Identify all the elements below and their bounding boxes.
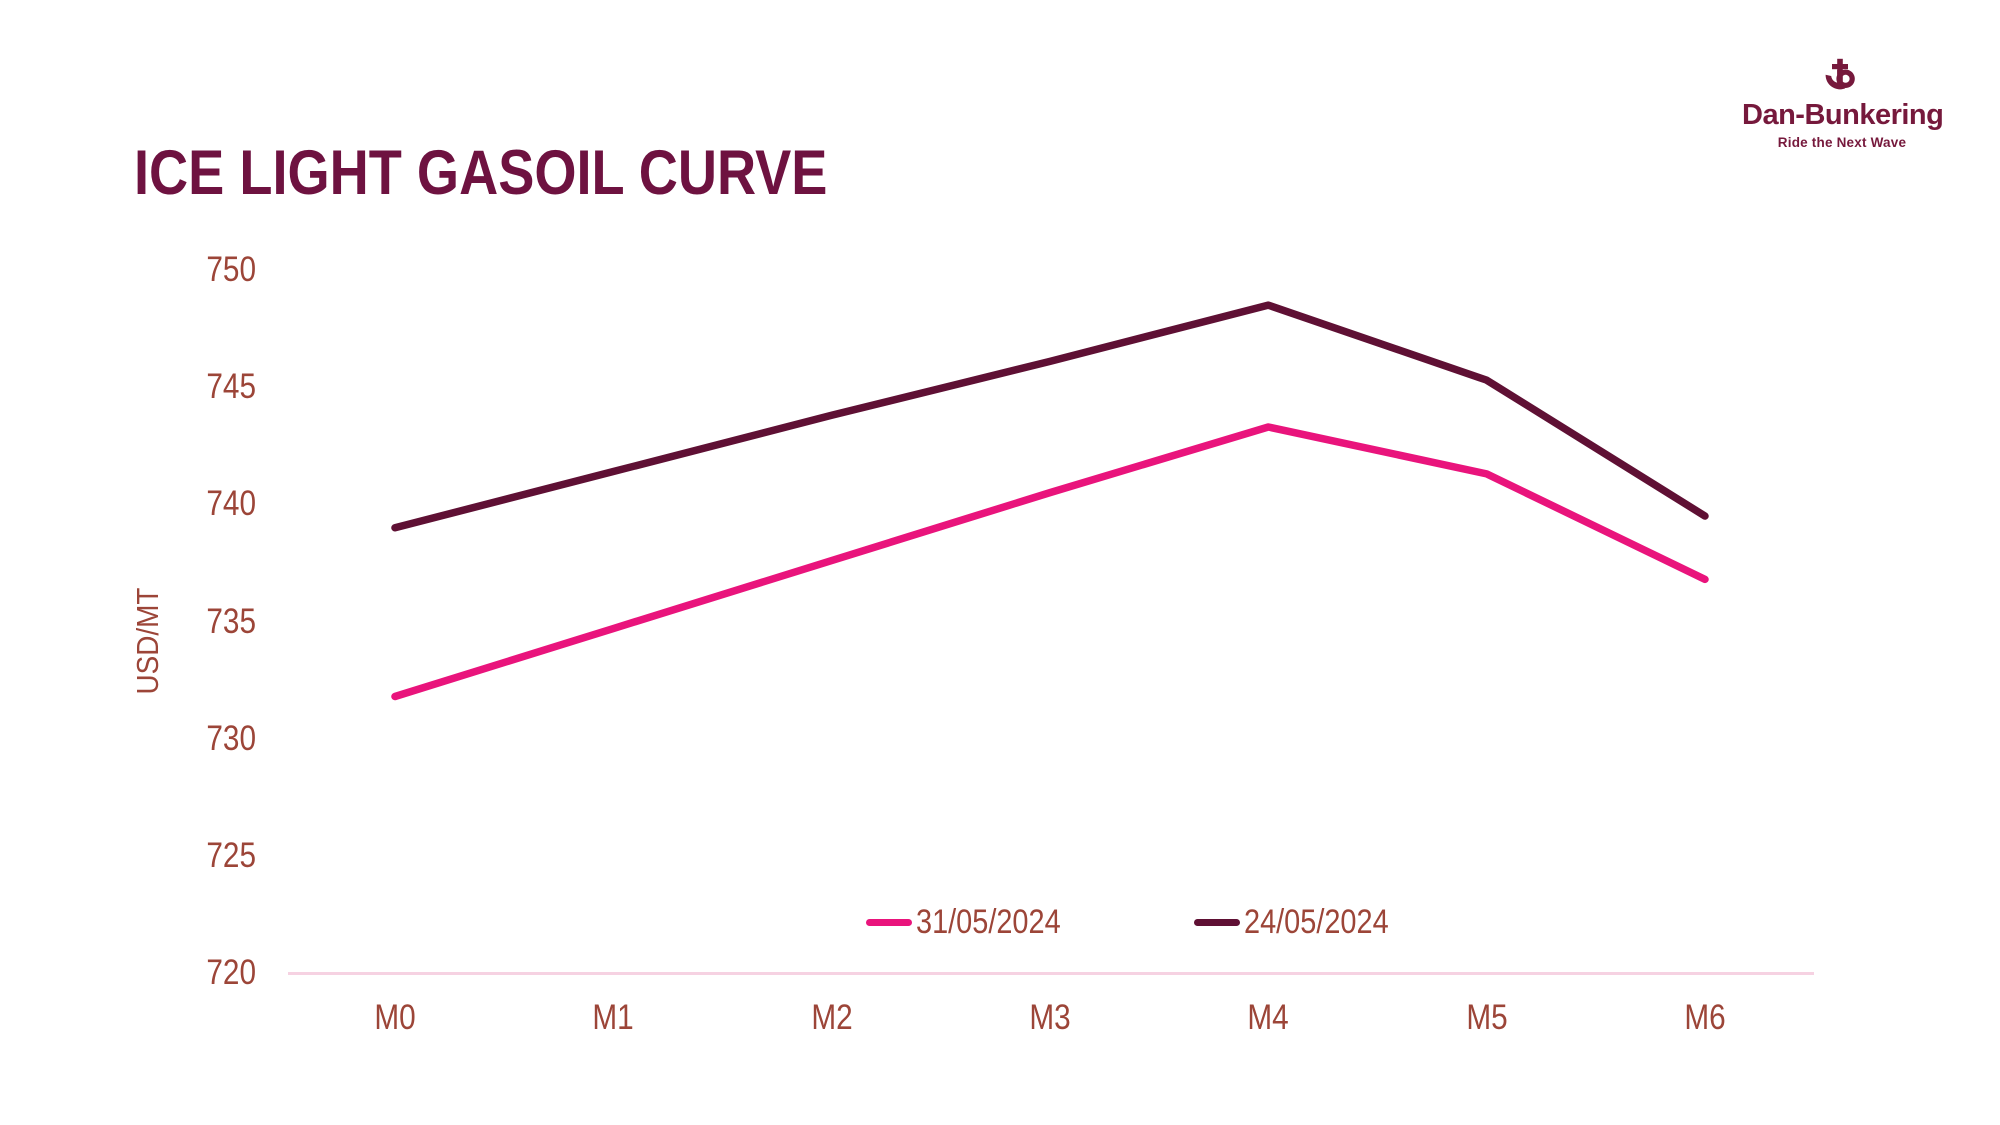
legend-swatch-pink [866, 918, 912, 926]
series-line-1 [391, 301, 1709, 532]
x-tick-label: M1 [592, 998, 634, 1037]
anchor-b-icon [1825, 58, 1855, 90]
y-tick-label: 735 [206, 601, 256, 641]
x-tick-label: M3 [1029, 998, 1071, 1037]
legend-label-0: 31/05/2024 [916, 903, 1061, 941]
x-tick-label: M0 [374, 998, 416, 1037]
brand-name: Dan-Bunkering [1742, 99, 1944, 131]
x-axis-line [288, 972, 1814, 975]
y-tick-label: 745 [206, 367, 256, 407]
x-tick-label: M2 [810, 998, 853, 1037]
legend-item-1: 24/05/2024 [1194, 900, 1414, 944]
y-tick-label: 725 [206, 835, 256, 875]
y-tick-label: 740 [206, 484, 256, 524]
y-tick-label: 730 [206, 718, 256, 758]
x-tick-label: M4 [1247, 998, 1289, 1037]
x-tick-label: M5 [1465, 998, 1508, 1037]
y-axis-title: USD/MT [130, 587, 165, 695]
legend-item-0: 31/05/2024 [866, 900, 1086, 944]
page-title: ICE LIGHT GASOIL CURVE [134, 138, 828, 208]
brand-tagline: Ride the Next Wave [1777, 134, 1907, 150]
x-tick-label: M6 [1684, 998, 1726, 1037]
legend-swatch-maroon [1194, 918, 1240, 926]
legend-label-1: 24/05/2024 [1244, 903, 1389, 941]
series-line-0 [391, 423, 1709, 701]
y-tick-label: 750 [206, 250, 256, 289]
brand-logo: Dan-Bunkering Ride the Next Wave [1742, 58, 1944, 150]
y-tick-label: 720 [206, 953, 256, 992]
